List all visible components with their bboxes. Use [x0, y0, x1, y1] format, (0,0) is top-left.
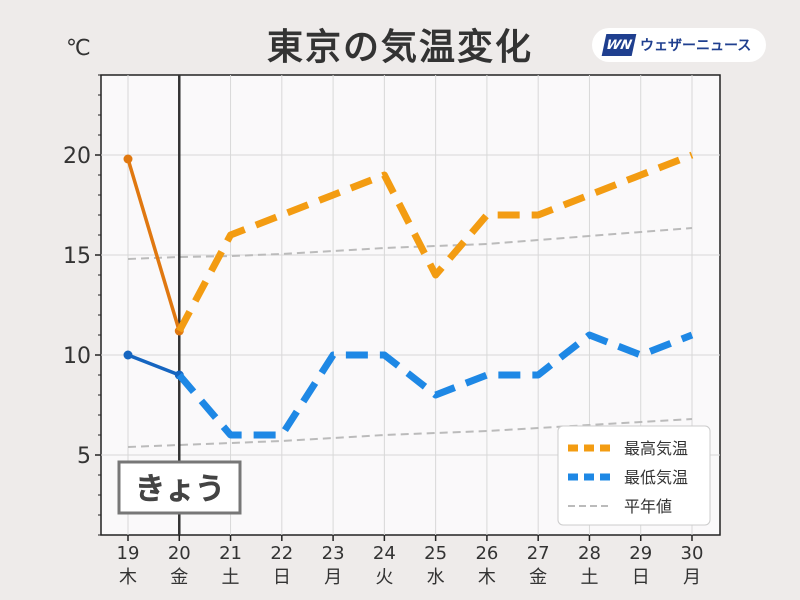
x-tick-label-date: 19	[117, 543, 140, 564]
x-tick-label-weekday: 金	[170, 567, 188, 588]
x-tick-label-date: 24	[373, 543, 396, 564]
today-label-box	[117, 460, 242, 515]
high-point	[123, 154, 133, 164]
x-tick-label-date: 26	[475, 543, 498, 564]
legend-label-high: 最高気温	[624, 439, 688, 458]
x-tick-label-date: 23	[322, 543, 345, 564]
weathernews-logo: WN ウェザーニュース	[592, 28, 766, 62]
chart-title: 東京の気温変化	[266, 27, 533, 68]
y-tick-label: 15	[63, 244, 91, 269]
x-tick-label-weekday: 日	[632, 567, 650, 588]
x-tick-label-weekday: 土	[222, 567, 240, 588]
y-unit-label: ℃	[66, 36, 91, 61]
x-tick-label-weekday: 火	[375, 567, 393, 588]
x-tick-label-weekday: 金	[529, 567, 547, 588]
high-observed-line	[126, 158, 181, 332]
y-tick-label: 20	[63, 144, 91, 169]
low-point	[123, 350, 133, 360]
x-tick-label-weekday: 木	[478, 567, 496, 588]
x-tick-label-weekday: 月	[683, 567, 701, 588]
x-tick-label-weekday: 土	[580, 567, 598, 588]
low-observed-line	[127, 353, 180, 377]
x-tick-label-date: 25	[424, 543, 447, 564]
x-tick-label-weekday: 水	[427, 567, 445, 588]
x-tick-label-date: 30	[681, 543, 704, 564]
legend-label-normal: 平年値	[624, 497, 672, 516]
x-tick-label-weekday: 月	[324, 567, 342, 588]
legend-label-low: 最低気温	[624, 468, 688, 487]
x-tick-label-date: 22	[270, 543, 293, 564]
logo-text: ウェザーニュース	[640, 38, 752, 54]
y-tick-label: 5	[77, 444, 91, 469]
x-tick-label-date: 21	[219, 543, 242, 564]
low-forecast-line	[176, 331, 694, 439]
x-tick-label-date: 27	[527, 543, 550, 564]
x-tick-label-date: 28	[578, 543, 601, 564]
x-tick-label-date: 29	[629, 543, 652, 564]
high-forecast-line	[176, 151, 694, 333]
x-tick-label-weekday: 木	[119, 567, 137, 588]
x-tick-label-date: 20	[168, 543, 191, 564]
normal-temperature-line	[127, 418, 693, 448]
legend-box	[557, 425, 711, 526]
today-label: きょう	[135, 472, 225, 507]
y-tick-label: 10	[63, 344, 91, 369]
x-tick-label-weekday: 日	[273, 567, 291, 588]
